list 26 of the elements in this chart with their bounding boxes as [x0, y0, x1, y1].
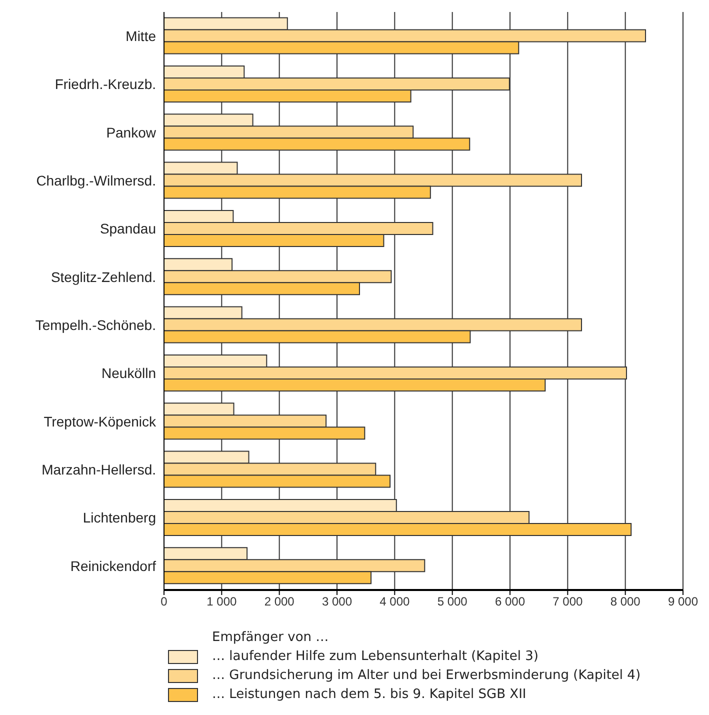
y-tick-label: Reinickendorf [70, 558, 156, 574]
x-tick-label: 4 000 [380, 594, 410, 609]
x-tick-label: 6 000 [494, 594, 526, 609]
x-tick-label: 0 [160, 594, 168, 609]
y-tick-label: Mitte [126, 28, 156, 44]
x-tick-label: 9 000 [668, 594, 698, 609]
y-tick-label: Steglitz-Zehlend. [50, 268, 156, 285]
y-tick-label: Spandau [100, 220, 156, 237]
legend-title: Empfänger von … [212, 630, 330, 645]
y-tick-label: Tempelh.-Schöneb. [35, 317, 156, 334]
x-tick-label: 1 000 [206, 594, 238, 609]
x-tick-label: 3 000 [322, 594, 352, 609]
y-tick-label: Neukölln [102, 365, 156, 382]
x-tick-label: 5 000 [437, 594, 468, 609]
y-tick-label: Pankow [106, 124, 157, 140]
x-tick-label: 2 000 [264, 594, 295, 609]
legend-label: … Leistungen nach dem 5. bis 9. Kapitel SGB XII [212, 687, 526, 702]
x-tick-label: 8 000 [610, 594, 641, 609]
legend-label: … laufender Hilfe zum Lebensunterhalt (Kapitel 3) [212, 649, 538, 664]
y-tick-label: Marzahn-Hellersd. [42, 462, 156, 478]
y-tick-label: Treptow-Köpenick [44, 413, 157, 430]
y-tick-label: Charlbg.-Wilmersd. [36, 172, 156, 189]
y-tick-label: Friedrh.-Kreuzb. [54, 76, 156, 92]
y-tick-label: Lichtenberg [82, 510, 156, 526]
x-tick-label: 7 000 [552, 594, 584, 609]
legend-label: … Grundsicherung im Alter und bei Erwerbsminderung (Kapitel 4) [212, 668, 641, 683]
